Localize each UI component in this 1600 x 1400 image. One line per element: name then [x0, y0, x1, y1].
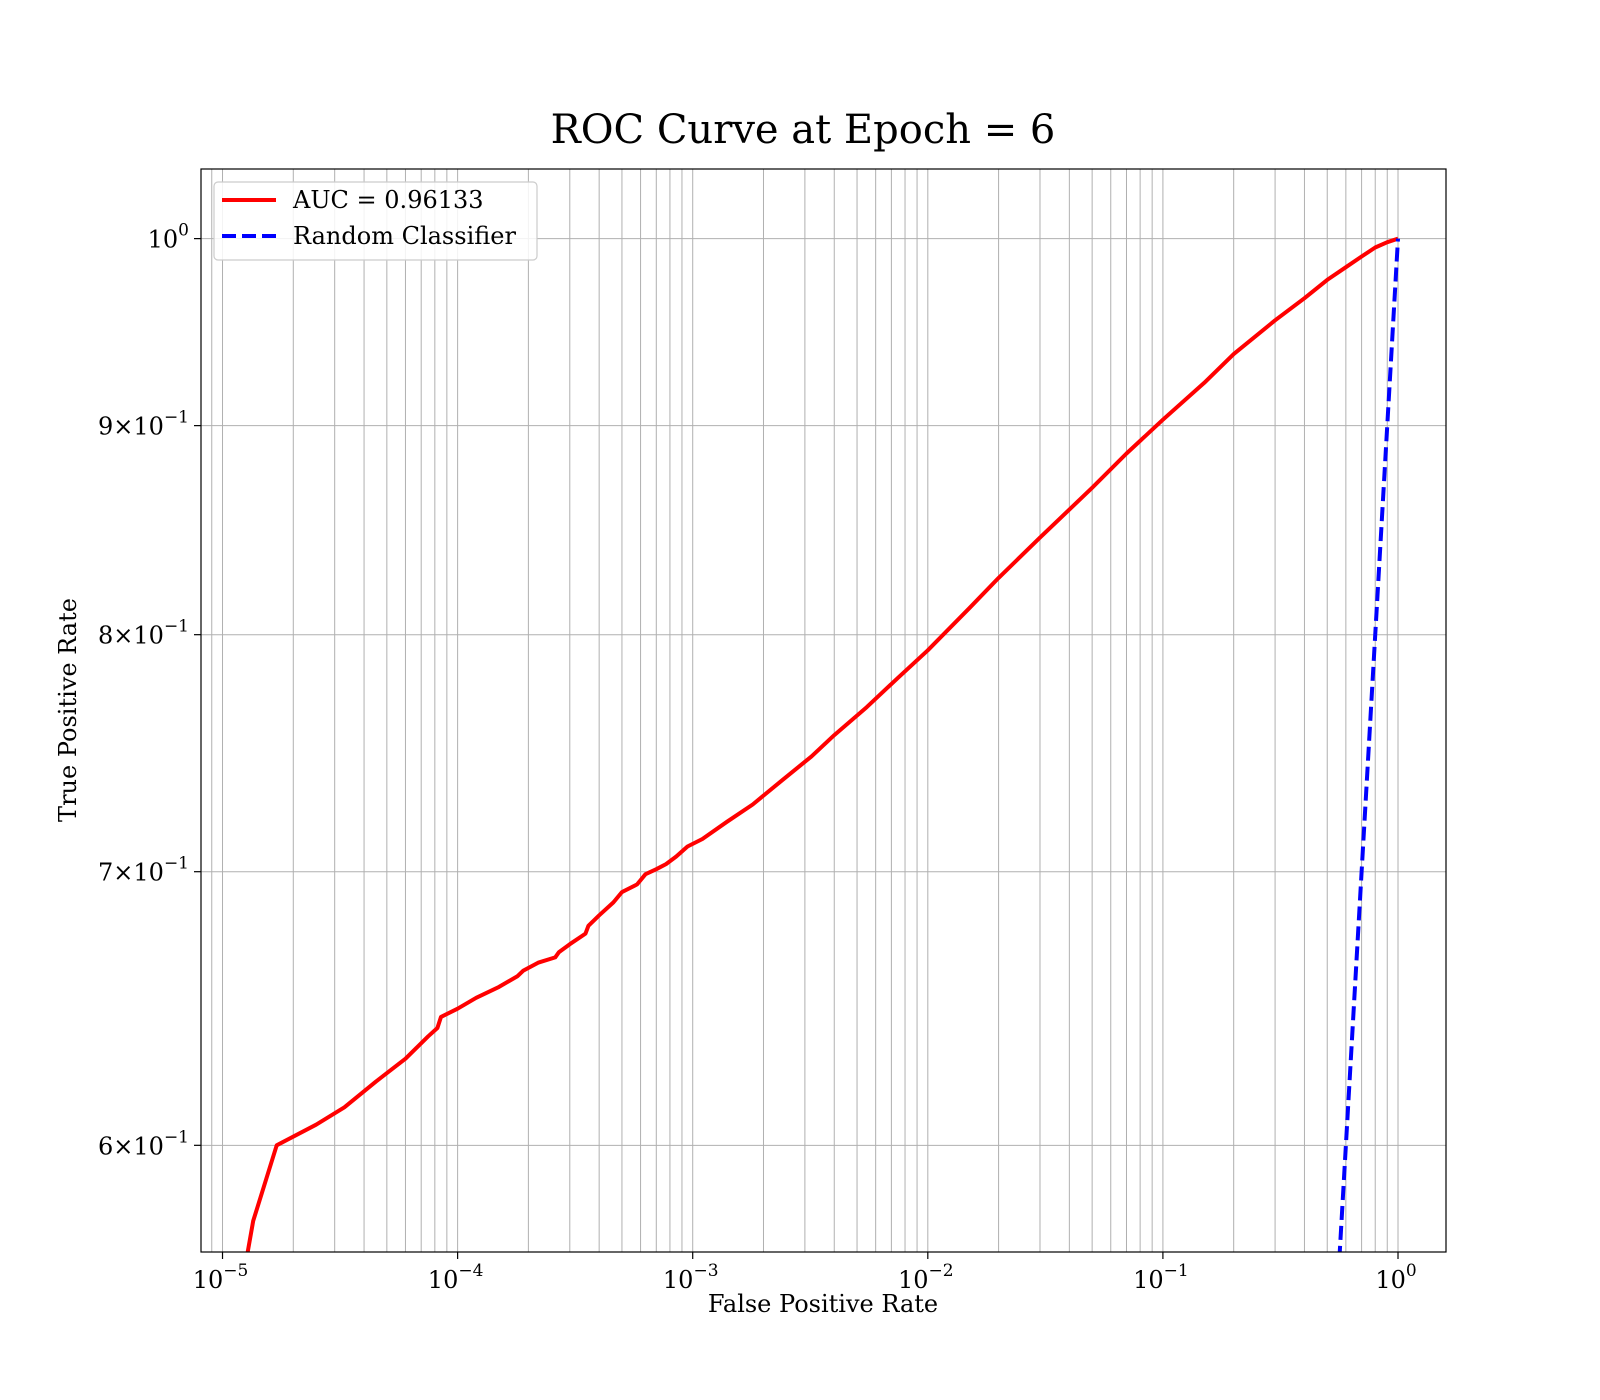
y-tick-label: 100 — [148, 221, 189, 254]
x-tick-label: 10−4 — [428, 1261, 484, 1294]
legend-label-auc: AUC = 0.96133 — [292, 186, 484, 214]
legend: AUC = 0.96133 Random Classifier — [213, 181, 538, 261]
plot-frame — [200, 168, 1447, 1253]
y-tick-labels: 6×10−1 7×10−1 8×10−1 9×10−1 100 — [98, 221, 201, 1160]
y-tick-label: 8×10−1 — [98, 617, 189, 650]
x-tick-labels: 10−5 10−4 10−3 10−2 10−1 100 — [193, 1252, 1417, 1294]
legend-label-random-classifier: Random Classifier — [293, 222, 516, 250]
roc-curve-line — [245, 236, 1399, 1252]
x-axis-label: False Positive Rate — [708, 1290, 938, 1318]
x-tick-label: 10−5 — [193, 1261, 249, 1294]
x-tick-label: 100 — [1375, 1261, 1416, 1294]
chart-title: ROC Curve at Epoch = 6 — [551, 107, 1056, 153]
series-layer — [245, 236, 1400, 1252]
grid — [201, 169, 1446, 1252]
x-tick-label: 10−2 — [898, 1261, 954, 1294]
x-tick-label: 10−1 — [1133, 1261, 1189, 1294]
y-tick-label: 7×10−1 — [98, 854, 189, 887]
y-tick-label: 6×10−1 — [98, 1127, 189, 1160]
random-classifier-line — [1337, 238, 1400, 1252]
y-tick-label: 9×10−1 — [98, 408, 189, 441]
x-tick-label: 10−3 — [663, 1261, 719, 1294]
legend-box — [213, 181, 538, 261]
y-axis-label: True Positive Rate — [54, 598, 82, 822]
